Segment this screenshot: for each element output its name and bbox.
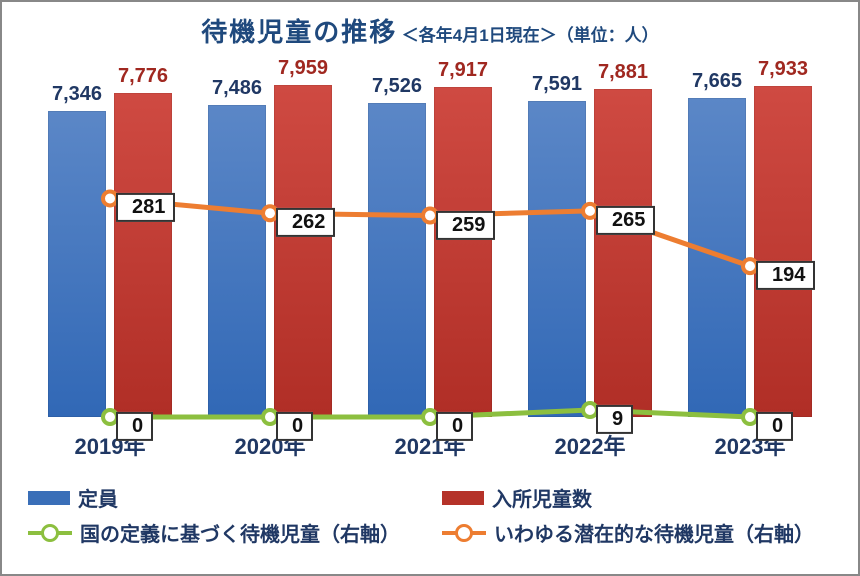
legend-swatch [442, 531, 486, 535]
legend-item-potential: いわゆる潜在的な待機児童（右軸） [442, 518, 832, 547]
legend-label: いわゆる潜在的な待機児童（右軸） [494, 518, 814, 547]
line-overlay [20, 67, 840, 417]
legend-swatch [28, 531, 72, 535]
legend-item-official: 国の定義に基づく待機児童（右軸） [28, 518, 418, 547]
x-axis-label: 2022年 [510, 429, 670, 461]
line-value-potential: 194 [756, 261, 815, 290]
legend: 定員 入所児童数 国の定義に基づく待機児童（右軸） いわゆる潜在的な待機児童（右… [18, 483, 842, 547]
x-axis-label: 2019年 [30, 429, 190, 461]
x-axis-label: 2021年 [350, 429, 510, 461]
legend-label: 定員 [78, 483, 118, 512]
line-value-official: 0 [116, 412, 153, 441]
x-axis-label: 2023年 [670, 429, 830, 461]
title-row: 待機児童の推移 ＜各年4月1日現在＞（単位：人） [18, 12, 842, 49]
line-value-potential: 281 [116, 193, 175, 222]
chart-area: 7,3467,7762019年7,4867,9592020年7,5267,917… [20, 57, 840, 467]
legend-label: 国の定義に基づく待機児童（右軸） [80, 518, 400, 547]
plot-region: 7,3467,7762019年7,4867,9592020年7,5267,917… [20, 67, 840, 417]
line-value-official: 0 [276, 412, 313, 441]
x-axis-label: 2020年 [190, 429, 350, 461]
legend-swatch [442, 491, 484, 505]
line-value-official: 9 [596, 405, 633, 434]
chart-subtitle: ＜各年4月1日現在＞（単位：人） [402, 26, 659, 45]
legend-item-capacity: 定員 [28, 483, 418, 512]
legend-item-enrolled: 入所児童数 [442, 483, 832, 512]
chart-frame: 待機児童の推移 ＜各年4月1日現在＞（単位：人） 7,3467,7762019年… [0, 0, 860, 576]
legend-label: 入所児童数 [492, 483, 592, 512]
line-value-official: 0 [436, 412, 473, 441]
line-value-official: 0 [756, 412, 793, 441]
legend-swatch [28, 491, 70, 505]
chart-title: 待機児童の推移 [201, 17, 397, 47]
line-value-potential: 262 [276, 208, 335, 237]
line-value-potential: 265 [596, 206, 655, 235]
line-value-potential: 259 [436, 210, 495, 239]
